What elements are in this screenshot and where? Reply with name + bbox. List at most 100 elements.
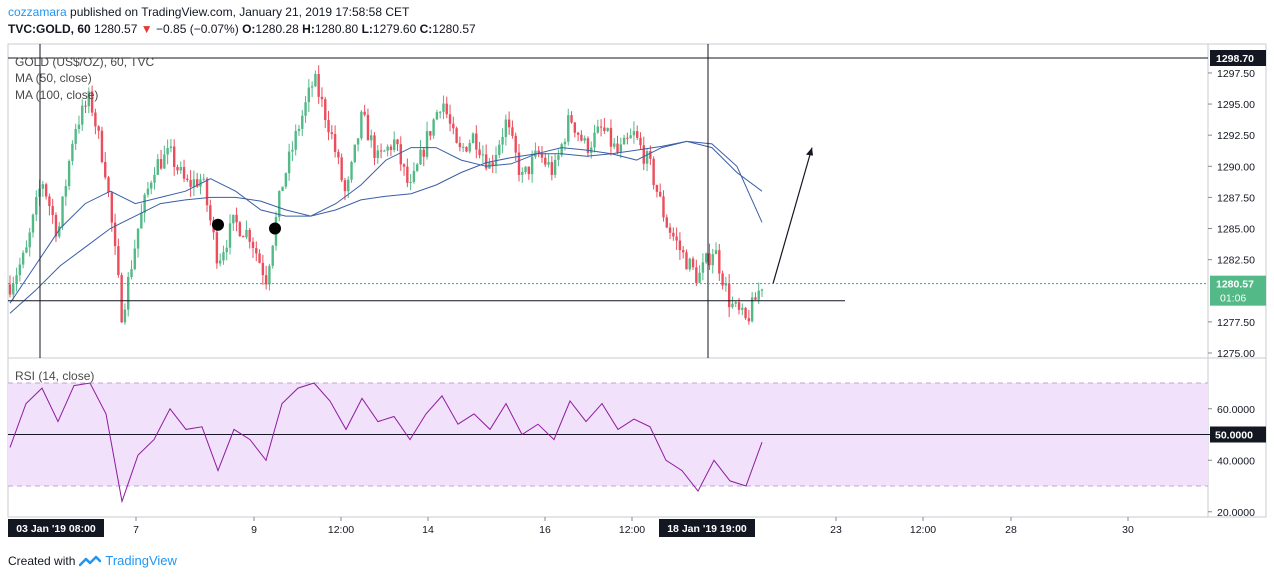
author-link[interactable]: cozzamara	[8, 5, 67, 19]
candle-body	[580, 134, 583, 141]
candle-body	[25, 247, 28, 253]
candle-body	[327, 119, 330, 133]
candle-body	[636, 131, 639, 138]
candle-body	[412, 170, 416, 182]
price-tick-label: 1295.00	[1217, 99, 1255, 111]
candle-body	[419, 149, 422, 165]
candle-body	[340, 157, 343, 181]
candle-body	[731, 303, 734, 308]
candle-body	[330, 132, 334, 135]
candle-body	[704, 253, 708, 263]
candle-body	[626, 137, 629, 139]
candle-body	[675, 236, 678, 241]
candle-body	[156, 159, 159, 175]
candle-body	[442, 103, 445, 112]
candle-body	[77, 124, 81, 130]
candle-body	[701, 262, 705, 273]
candle-body	[435, 112, 439, 120]
candle-body	[590, 147, 593, 153]
high-value: 1280.80	[314, 22, 359, 36]
candle-body	[422, 149, 425, 157]
open-value: 1280.28	[255, 22, 299, 36]
tradingview-logo-icon	[79, 555, 102, 566]
price-tick-label: 1275.00	[1217, 348, 1255, 360]
candle-body	[570, 115, 573, 123]
rsi-tick-label: 40.0000	[1217, 455, 1255, 467]
candle-body	[760, 289, 764, 291]
candle-body	[501, 136, 504, 145]
candle-body	[15, 275, 18, 284]
low-value: 1279.60	[372, 22, 417, 36]
candle-body	[143, 194, 146, 213]
candle-body	[186, 178, 189, 180]
candle-body	[415, 164, 419, 171]
candle-body	[711, 254, 714, 266]
candle-body	[688, 258, 691, 270]
candle-body	[662, 196, 665, 218]
candle-body	[64, 186, 68, 197]
candle-body	[104, 162, 107, 178]
change-value: −0.85 (−0.07%)	[156, 22, 239, 36]
candle-body	[475, 133, 478, 150]
rsi-tick-label: 20.0000	[1217, 507, 1255, 519]
time-tick-label: 30	[1122, 524, 1134, 536]
candle-body	[619, 144, 622, 153]
candle-body	[159, 159, 163, 169]
price-tick-label: 1277.50	[1217, 317, 1255, 329]
candle-body	[530, 156, 534, 175]
candle-body	[81, 105, 84, 125]
high-label: H:	[302, 22, 315, 36]
candle-body	[402, 164, 406, 167]
candle-body	[150, 182, 153, 189]
candle-body	[659, 191, 662, 197]
candle-body	[74, 129, 77, 144]
candle-body	[576, 132, 580, 135]
candle-body	[461, 146, 465, 148]
candle-body	[737, 302, 741, 310]
candle-body	[110, 192, 113, 223]
time-crosshair-label-mid: 18 Jan '19 19:00	[667, 523, 747, 535]
candle-body	[379, 150, 383, 152]
candle-body	[452, 123, 455, 129]
candle-body	[48, 196, 51, 207]
candle-body	[445, 103, 448, 115]
candle-body	[343, 180, 347, 192]
candle-body	[67, 160, 71, 187]
candle-body	[176, 167, 179, 171]
candle-body	[12, 283, 15, 295]
candle-body	[258, 253, 261, 263]
candle-body	[491, 162, 494, 166]
candle-body	[599, 126, 603, 128]
candle-body	[287, 151, 291, 174]
candle-body	[317, 74, 320, 97]
candle-body	[389, 146, 393, 150]
time-tick-label: 14	[422, 524, 434, 536]
candle-body	[458, 142, 462, 148]
candle-body	[632, 131, 636, 136]
candle-body	[232, 214, 235, 224]
candle-body	[271, 245, 274, 266]
candle-body	[90, 91, 94, 113]
candle-body	[140, 212, 143, 229]
candle-body	[8, 284, 12, 295]
candle-body	[225, 247, 228, 253]
candle-body	[747, 318, 751, 322]
candle-body	[514, 135, 517, 153]
candle-body	[521, 172, 524, 175]
candle-body	[471, 133, 475, 144]
candle-body	[721, 273, 724, 286]
candle-body	[724, 283, 728, 286]
candle-body	[642, 145, 645, 164]
candle-body	[107, 177, 110, 193]
candle-body	[215, 232, 219, 264]
candle-body	[550, 162, 554, 175]
candle-body	[120, 275, 123, 323]
candle-body	[718, 250, 721, 274]
ohlc-header: TVC:GOLD, 60 1280.57 ▼ −0.85 (−0.07%) O:…	[8, 22, 476, 36]
tradingview-brand-link[interactable]: TradingView	[105, 553, 177, 568]
price-tick-label: 1282.50	[1217, 255, 1255, 267]
candle-body	[586, 138, 590, 153]
candle-body	[248, 229, 251, 242]
candle-body	[337, 151, 340, 158]
